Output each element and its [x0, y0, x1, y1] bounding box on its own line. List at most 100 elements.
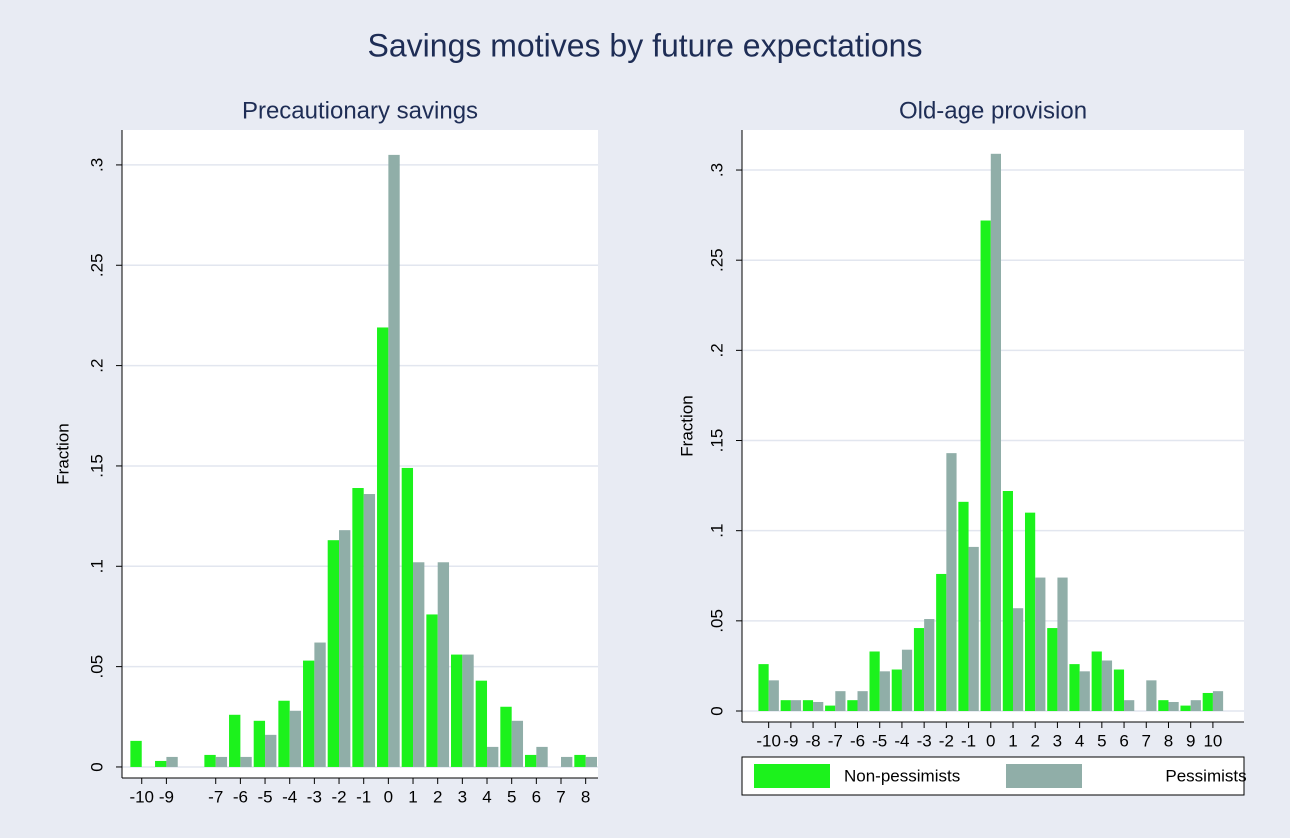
- bar: [1180, 705, 1191, 712]
- bar: [901, 649, 913, 712]
- x-tick-label: -2: [939, 731, 954, 750]
- bar: [574, 754, 586, 767]
- bar: [511, 720, 524, 767]
- bar: [500, 706, 512, 767]
- legend-box: [741, 756, 1245, 796]
- bar: [303, 660, 315, 767]
- bar: [278, 700, 290, 767]
- bar: [363, 494, 376, 767]
- bar: [768, 680, 779, 712]
- bar: [166, 756, 178, 767]
- bar: [1190, 700, 1201, 712]
- bar: [847, 700, 858, 712]
- bar: [413, 562, 425, 767]
- bar: [388, 154, 400, 767]
- bar: [857, 691, 868, 712]
- x-tick-label: 10: [1203, 731, 1222, 750]
- x-tick-label: -1: [961, 731, 976, 750]
- x-tick-label: -7: [208, 787, 223, 806]
- bar: [462, 654, 474, 767]
- y-tick-label: .2: [707, 343, 726, 357]
- x-tick-label: -5: [872, 731, 887, 750]
- y-tick-label: .2: [87, 359, 106, 373]
- bar: [215, 756, 228, 767]
- bar: [1202, 692, 1213, 712]
- bar: [327, 540, 340, 767]
- x-tick-label: -7: [828, 731, 843, 750]
- bar: [475, 680, 488, 767]
- legend-label: Non-pessimists: [844, 766, 960, 785]
- bar: [1035, 577, 1046, 712]
- bar: [536, 746, 548, 767]
- bar: [155, 760, 167, 767]
- y-tick-label: .15: [707, 429, 726, 453]
- bar: [585, 756, 598, 767]
- bar: [913, 628, 925, 712]
- x-tick-label: 1: [1008, 731, 1017, 750]
- y-axis-title: Fraction: [53, 423, 72, 484]
- bar: [253, 720, 266, 767]
- y-tick-label: .15: [87, 454, 106, 478]
- x-tick-label: 5: [507, 787, 516, 806]
- x-tick-label: -9: [159, 787, 174, 806]
- y-tick-label: .3: [707, 163, 726, 177]
- bar: [946, 453, 957, 712]
- x-tick-label: 6: [1119, 731, 1128, 750]
- bar: [1113, 669, 1125, 712]
- x-tick-label: 4: [482, 787, 491, 806]
- x-tick-label: 3: [458, 787, 467, 806]
- x-tick-label: -4: [282, 787, 297, 806]
- bar: [1057, 577, 1068, 712]
- y-tick-label: .05: [707, 609, 726, 633]
- y-tick-label: .1: [707, 524, 726, 538]
- bar: [401, 467, 414, 767]
- x-tick-label: -9: [783, 731, 798, 750]
- bar: [891, 669, 902, 712]
- bar: [1124, 700, 1135, 712]
- x-tick-label: -3: [307, 787, 322, 806]
- y-tick-label: .3: [87, 158, 106, 172]
- bar: [825, 705, 836, 712]
- bar: [1146, 680, 1157, 712]
- bar: [1091, 651, 1102, 712]
- y-axis-title: Fraction: [677, 395, 696, 456]
- bar: [265, 734, 277, 767]
- bar: [1079, 671, 1090, 712]
- x-tick-label: -6: [233, 787, 248, 806]
- bar: [487, 746, 499, 767]
- bar: [1158, 700, 1169, 712]
- x-tick-label: 5: [1097, 731, 1106, 750]
- bar: [1069, 664, 1080, 712]
- y-tick-label: .1: [87, 559, 106, 573]
- x-tick-label: 2: [1030, 731, 1039, 750]
- bar: [780, 700, 791, 712]
- y-tick-label: .25: [707, 248, 726, 272]
- x-tick-label: -2: [331, 787, 346, 806]
- main-title: Savings motives by future expectations: [368, 27, 923, 63]
- legend-swatch: [754, 764, 830, 788]
- bar: [204, 754, 216, 767]
- x-tick-label: 9: [1186, 731, 1195, 750]
- legend-swatch: [1006, 764, 1082, 788]
- bar: [314, 642, 326, 767]
- bar: [1212, 691, 1224, 712]
- x-tick-label: -3: [917, 731, 932, 750]
- bar: [758, 664, 769, 712]
- bar: [524, 754, 537, 767]
- panel-title: Precautionary savings: [242, 97, 478, 124]
- bar: [1101, 660, 1113, 712]
- x-tick-label: 8: [1164, 731, 1173, 750]
- bar: [229, 714, 241, 767]
- bar: [240, 756, 252, 767]
- y-tick-label: .05: [87, 655, 106, 679]
- bar: [790, 700, 802, 712]
- bar: [451, 654, 463, 767]
- x-tick-label: 7: [556, 787, 565, 806]
- bar: [869, 651, 880, 712]
- panel-title: Old-age provision: [899, 97, 1087, 124]
- y-tick-label: 0: [87, 762, 106, 771]
- bar: [1002, 491, 1013, 712]
- bar: [980, 220, 991, 712]
- bar: [1047, 628, 1058, 712]
